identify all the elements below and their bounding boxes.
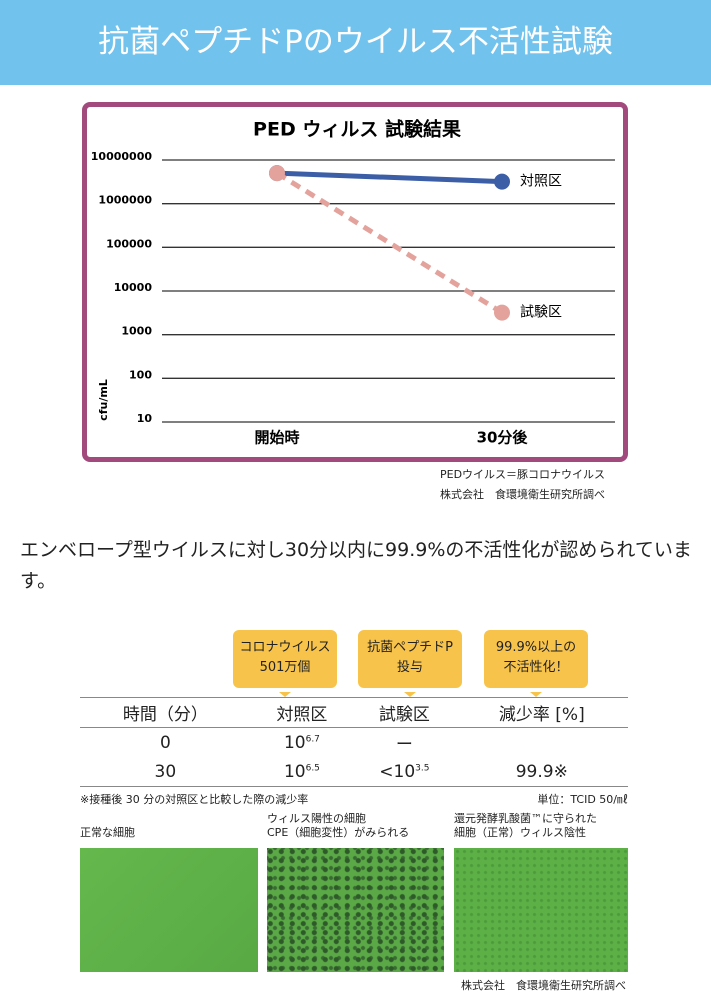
series-line [276, 170, 503, 185]
cell-image [267, 848, 444, 972]
callout: 抗菌ペプチドP 投与 [358, 630, 462, 697]
data-point [269, 165, 285, 182]
x-tick-label: 30分後 [477, 429, 529, 447]
cell-base: 10 [283, 761, 306, 782]
callout-line: 501万個 [259, 660, 311, 675]
chart-frame [82, 102, 628, 462]
series-line [275, 171, 504, 315]
caption-line: 正常な細胞 [80, 826, 135, 839]
chart-note: PEDウイルス＝豚コロナウイルス [440, 468, 606, 481]
cell-image [80, 848, 258, 972]
y-tick-label: 10000 [114, 281, 153, 294]
cell-base: <10 [379, 761, 416, 782]
x-tick-label: 開始時 [254, 429, 299, 447]
caption-line: CPE（細胞変性）がみられる [267, 826, 410, 839]
footer-note: 株式会社 食環境衛生研究所調べ [461, 979, 626, 992]
y-tick-label: 10 [137, 412, 153, 425]
cell-exponent: 6.7 [305, 733, 320, 744]
results-table: 時間（分） 対照区 試験区 減少率 [%] 0 106.7 ー 30 106.5 <103.5 99… [80, 697, 628, 787]
y-axis-label: cfu/mL [97, 379, 110, 421]
callout: コロナウイルス 501万個 [233, 630, 337, 697]
caption-line: ウィルス陽性の細胞 [267, 812, 366, 825]
table-row: 0 106.7 ー [80, 728, 628, 758]
header-title: 抗菌ペプチドPのウイルス不活性試験 [0, 0, 711, 85]
table-header: 対照区 [250, 697, 354, 728]
table-cell [456, 728, 628, 758]
image-caption: ウィルス陽性の細胞 CPE（細胞変性）がみられる [267, 812, 409, 840]
cell-text: 30 [154, 761, 177, 782]
table-cell: 106.7 [251, 728, 353, 758]
body-text: エンベロープ型ウイルスに対し30分以内に99.9%の不活性化が認められています。 [20, 539, 692, 592]
y-tick-label: 100 [129, 368, 152, 381]
image-caption: 還元発酵乳酸菌™に守られた 細胞（正常）ウィルス陰性 [454, 812, 597, 840]
y-tick-label: 10000000 [91, 150, 153, 163]
caption-line: 還元発酵乳酸菌™に守られた [454, 812, 597, 825]
table-cell: 0 [80, 728, 251, 758]
cell-exponent: 3.5 [415, 762, 430, 773]
callout: 99.9%以上の 不活性化！ [484, 630, 588, 697]
cell-text: 0 [159, 732, 171, 753]
table-cell: 106.5 [250, 757, 354, 787]
data-point [494, 173, 510, 190]
y-tick-label: 1000000 [98, 194, 152, 207]
table-header: 時間（分） [80, 697, 251, 728]
data-point [494, 304, 510, 321]
series-label: 試験区 [520, 305, 562, 321]
cell-image [454, 848, 628, 972]
chart: PED ウィルス 試験結果 cfu/mL 10 100 1000 10000 10000… [91, 118, 615, 447]
cell-exponent: 6.5 [305, 762, 320, 773]
callout-line: 不活性化！ [503, 660, 569, 675]
chart-title: PED ウィルス 試験結果 [253, 118, 461, 141]
table-header: 減少率 [%] [455, 697, 628, 728]
callout-line: コロナウイルス [239, 640, 331, 655]
table-cell: 99.9※ [455, 757, 628, 787]
footnote: ※接種後 30 分の対照区と比較した際の減少率 [80, 793, 309, 806]
table-row: 30 106.5 <103.5 99.9※ [80, 757, 628, 787]
table-cell: <103.5 [353, 757, 456, 787]
series-label: 対照区 [520, 174, 562, 190]
callout-line: 99.9%以上の [495, 640, 577, 655]
cell-base: 10 [283, 732, 306, 753]
unit-note: 単位：TCID 50/㎖ [537, 793, 628, 806]
callout-line: 抗菌ペプチドP [367, 640, 453, 655]
table-cell: 30 [80, 757, 251, 787]
cell-text: 99.9※ [515, 761, 568, 782]
callout-line: 投与 [396, 660, 423, 675]
cell-text: ー [395, 735, 413, 755]
image-caption: 正常な細胞 [80, 826, 135, 840]
caption-line: 細胞（正常）ウィルス陰性 [454, 826, 586, 839]
table-header: 試験区 [353, 697, 456, 728]
y-tick-label: 100000 [106, 237, 152, 250]
y-tick-label: 1000 [121, 325, 152, 338]
chart-note: 株式会社 食環境衛生研究所調べ [440, 488, 605, 501]
table-cell: ー [353, 728, 455, 758]
